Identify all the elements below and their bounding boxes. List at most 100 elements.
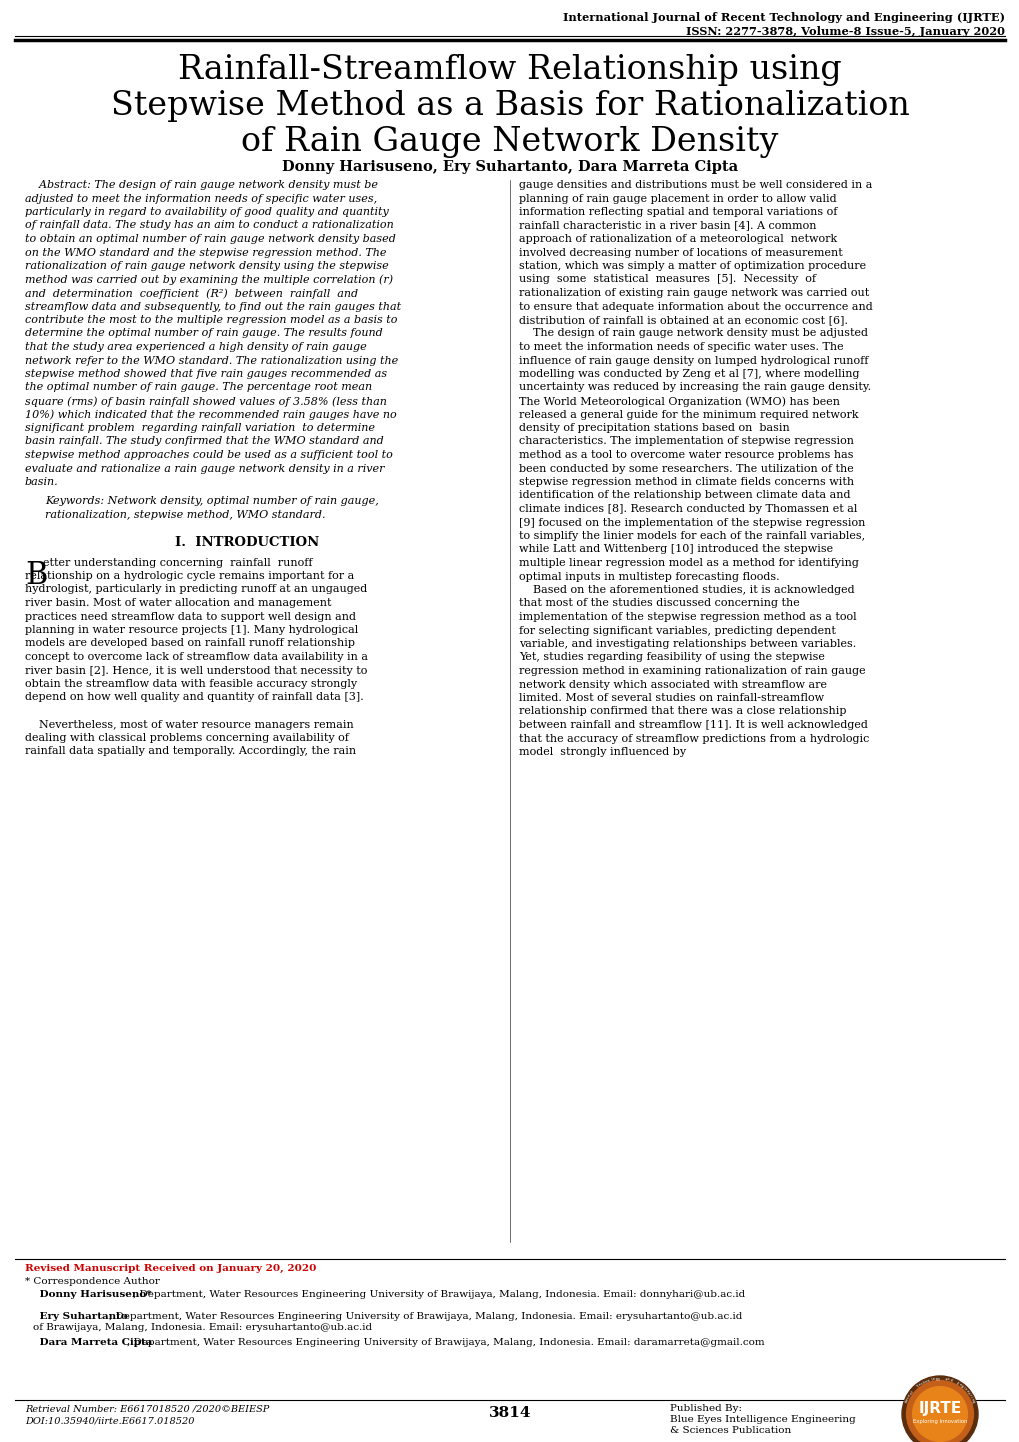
Text: information reflecting spatial and temporal variations of: information reflecting spatial and tempo… <box>519 208 837 216</box>
Text: 3814: 3814 <box>488 1406 531 1420</box>
Text: basin.: basin. <box>25 477 58 487</box>
Text: to meet the information needs of specific water uses. The: to meet the information needs of specifi… <box>519 342 843 352</box>
Text: particularly in regard to availability of good quality and quantity: particularly in regard to availability o… <box>25 208 388 216</box>
Text: Donny Harisuseno*: Donny Harisuseno* <box>25 1291 152 1299</box>
Text: influence of rain gauge density on lumped hydrological runoff: influence of rain gauge density on lumpe… <box>519 356 867 365</box>
Text: method as a tool to overcome water resource problems has: method as a tool to overcome water resou… <box>519 450 853 460</box>
Text: t: t <box>910 1390 914 1393</box>
Text: variable, and investigating relationships between variables.: variable, and investigating relationship… <box>519 639 855 649</box>
Text: , Department, Water Resources Engineering University of Brawijaya, Malang, Indon: , Department, Water Resources Engineerin… <box>132 1291 745 1299</box>
Text: rationalization, stepwise method, WMO standard.: rationalization, stepwise method, WMO st… <box>45 510 325 521</box>
Text: station, which was simply a matter of optimization procedure: station, which was simply a matter of op… <box>519 261 865 271</box>
Text: that most of the studies discussed concerning the: that most of the studies discussed conce… <box>519 598 799 609</box>
Text: T: T <box>915 1384 919 1389</box>
Text: B: B <box>25 561 47 591</box>
Text: to obtain an optimal number of rain gauge network density based: to obtain an optimal number of rain gaug… <box>25 234 395 244</box>
Text: e: e <box>965 1392 970 1396</box>
Text: square (rms) of basin rainfall showed values of 3.58% (less than: square (rms) of basin rainfall showed va… <box>25 397 386 407</box>
Text: contribute the most to the multiple regression model as a basis to: contribute the most to the multiple regr… <box>25 314 397 324</box>
Text: l: l <box>929 1377 931 1381</box>
Text: the optimal number of rain gauge. The percentage root mean: the optimal number of rain gauge. The pe… <box>25 382 372 392</box>
Text: n: n <box>957 1383 961 1387</box>
Text: that the study area experienced a high density of rain gauge: that the study area experienced a high d… <box>25 342 367 352</box>
Text: r: r <box>967 1393 971 1397</box>
Text: a: a <box>944 1377 947 1381</box>
Text: rationalization of rain gauge network density using the stepwise: rationalization of rain gauge network de… <box>25 261 388 271</box>
Text: determine the optimal number of rain gauge. The results found: determine the optimal number of rain gau… <box>25 329 382 339</box>
Text: river basin. Most of water allocation and management: river basin. Most of water allocation an… <box>25 598 331 609</box>
Text: involved decreasing number of locations of measurement: involved decreasing number of locations … <box>519 248 842 258</box>
Text: * Correspondence Author: * Correspondence Author <box>25 1278 160 1286</box>
Text: The design of rain gauge network density must be adjusted: The design of rain gauge network density… <box>519 329 867 339</box>
Text: i: i <box>961 1386 964 1390</box>
Text: stepwise method showed that five rain gauges recommended as: stepwise method showed that five rain ga… <box>25 369 387 379</box>
Text: rainfall characteristic in a river basin [4]. A common: rainfall characteristic in a river basin… <box>519 221 815 231</box>
Text: while Latt and Wittenberg [10] introduced the stepwise: while Latt and Wittenberg [10] introduce… <box>519 545 833 555</box>
Text: depend on how well quality and quantity of rainfall data [3].: depend on how well quality and quantity … <box>25 692 364 702</box>
Text: obtain the streamflow data with feasible accuracy strongly: obtain the streamflow data with feasible… <box>25 679 357 689</box>
Text: Nevertheless, most of water resource managers remain: Nevertheless, most of water resource man… <box>25 720 354 730</box>
Text: , Department, Water Resources Engineering University of Brawijaya, Malang, Indon: , Department, Water Resources Engineerin… <box>127 1338 764 1347</box>
Text: Dara Marreta Cipta: Dara Marreta Cipta <box>25 1338 152 1347</box>
Text: network refer to the WMO standard. The rationalization using the: network refer to the WMO standard. The r… <box>25 356 397 365</box>
Text: method was carried out by examining the multiple correlation (r): method was carried out by examining the … <box>25 274 392 286</box>
Text: streamflow data and subsequently, to find out the rain gauges that: streamflow data and subsequently, to fin… <box>25 301 400 311</box>
Text: g: g <box>959 1384 963 1389</box>
Text: Abstract: The design of rain gauge network density must be: Abstract: The design of rain gauge netwo… <box>25 180 378 190</box>
Text: river basin [2]. Hence, it is well understood that necessity to: river basin [2]. Hence, it is well under… <box>25 666 367 675</box>
Text: c: c <box>906 1396 910 1399</box>
Text: E: E <box>955 1381 959 1386</box>
Text: c: c <box>919 1381 923 1386</box>
Text: The World Meteorological Organization (WMO) has been: The World Meteorological Organization (W… <box>519 397 840 407</box>
Text: n: n <box>924 1379 927 1383</box>
Text: Keywords: Network density, optimal number of rain gauge,: Keywords: Network density, optimal numbe… <box>45 496 378 506</box>
Text: distribution of rainfall is obtained at an economic cost [6].: distribution of rainfall is obtained at … <box>519 314 847 324</box>
Text: d: d <box>949 1379 952 1383</box>
Text: ISSN: 2277-3878, Volume-8 Issue-5, January 2020: ISSN: 2277-3878, Volume-8 Issue-5, Janua… <box>686 26 1004 37</box>
Text: adjusted to meet the information needs of specific water uses,: adjusted to meet the information needs o… <box>25 193 377 203</box>
Circle shape <box>906 1380 972 1442</box>
Text: that the accuracy of streamflow predictions from a hydrologic: that the accuracy of streamflow predicti… <box>519 734 868 744</box>
Text: evaluate and rationalize a rain gauge network density in a river: evaluate and rationalize a rain gauge ne… <box>25 463 384 473</box>
Text: approach of rationalization of a meteorological  network: approach of rationalization of a meteoro… <box>519 234 837 244</box>
Text: to simplify the linier models for each of the rainfall variables,: to simplify the linier models for each o… <box>519 531 864 541</box>
Text: and  determination  coefficient  (R²)  between  rainfall  and: and determination coefficient (R²) betwe… <box>25 288 358 298</box>
Text: I.  INTRODUCTION: I. INTRODUCTION <box>174 535 319 548</box>
Text: rainfall data spatially and temporally. Accordingly, the rain: rainfall data spatially and temporally. … <box>25 747 356 757</box>
Text: significant problem  regarding rainfall variation  to determine: significant problem regarding rainfall v… <box>25 423 375 433</box>
Text: Published By:: Published By: <box>669 1405 741 1413</box>
Text: multiple linear regression model as a method for identifying: multiple linear regression model as a me… <box>519 558 858 568</box>
Text: model  strongly influenced by: model strongly influenced by <box>519 747 686 757</box>
Text: , Department, Water Resources Engineering University of Brawijaya, Malang, Indon: , Department, Water Resources Engineerin… <box>109 1312 742 1321</box>
Text: e: e <box>964 1389 968 1393</box>
Text: between rainfall and streamflow [11]. It is well acknowledged: between rainfall and streamflow [11]. It… <box>519 720 867 730</box>
Text: n: n <box>908 1392 913 1396</box>
Text: o: o <box>926 1379 930 1383</box>
Text: Yet, studies regarding feasibility of using the stepwise: Yet, studies regarding feasibility of us… <box>519 652 824 662</box>
Text: e: e <box>905 1397 909 1402</box>
Circle shape <box>901 1376 977 1442</box>
Text: o: o <box>931 1377 934 1381</box>
Text: e: e <box>917 1383 921 1387</box>
Text: IJRTE: IJRTE <box>917 1400 961 1416</box>
Text: released a general guide for the minimum required network: released a general guide for the minimum… <box>519 410 858 420</box>
Text: characteristics. The implementation of stepwise regression: characteristics. The implementation of s… <box>519 437 853 447</box>
Text: R: R <box>904 1400 908 1405</box>
Text: n: n <box>962 1387 967 1392</box>
Text: stepwise regression method in climate fields concerns with: stepwise regression method in climate fi… <box>519 477 853 487</box>
Text: 10%) which indicated that the recommended rain gauges have no: 10%) which indicated that the recommende… <box>25 410 396 420</box>
Text: dealing with classical problems concerning availability of: dealing with classical problems concerni… <box>25 733 348 743</box>
Text: Revised Manuscript Received on January 20, 2020: Revised Manuscript Received on January 2… <box>25 1265 316 1273</box>
Text: of rainfall data. The study has an aim to conduct a rationalization: of rainfall data. The study has an aim t… <box>25 221 393 231</box>
Text: climate indices [8]. Research conducted by Thomassen et al: climate indices [8]. Research conducted … <box>519 505 857 513</box>
Text: for selecting significant variables, predicting dependent: for selecting significant variables, pre… <box>519 626 835 636</box>
Text: Exploring Innovation: Exploring Innovation <box>912 1419 966 1423</box>
Text: to ensure that adequate information about the occurrence and: to ensure that adequate information abou… <box>519 301 872 311</box>
Text: hydrologist, particularly in predicting runoff at an ungauged: hydrologist, particularly in predicting … <box>25 584 367 594</box>
Text: g: g <box>970 1400 974 1403</box>
Text: models are developed based on rainfall runoff relationship: models are developed based on rainfall r… <box>25 639 355 649</box>
Text: using  some  statistical  measures  [5].  Necessity  of: using some statistical measures [5]. Nec… <box>519 274 815 284</box>
Text: optimal inputs in multistep forecasting floods.: optimal inputs in multistep forecasting … <box>519 571 779 581</box>
Text: gauge densities and distributions must be well considered in a: gauge densities and distributions must b… <box>519 180 871 190</box>
Text: of Brawijaya, Malang, Indonesia. Email: erysuhartanto@ub.ac.id: of Brawijaya, Malang, Indonesia. Email: … <box>33 1322 372 1332</box>
